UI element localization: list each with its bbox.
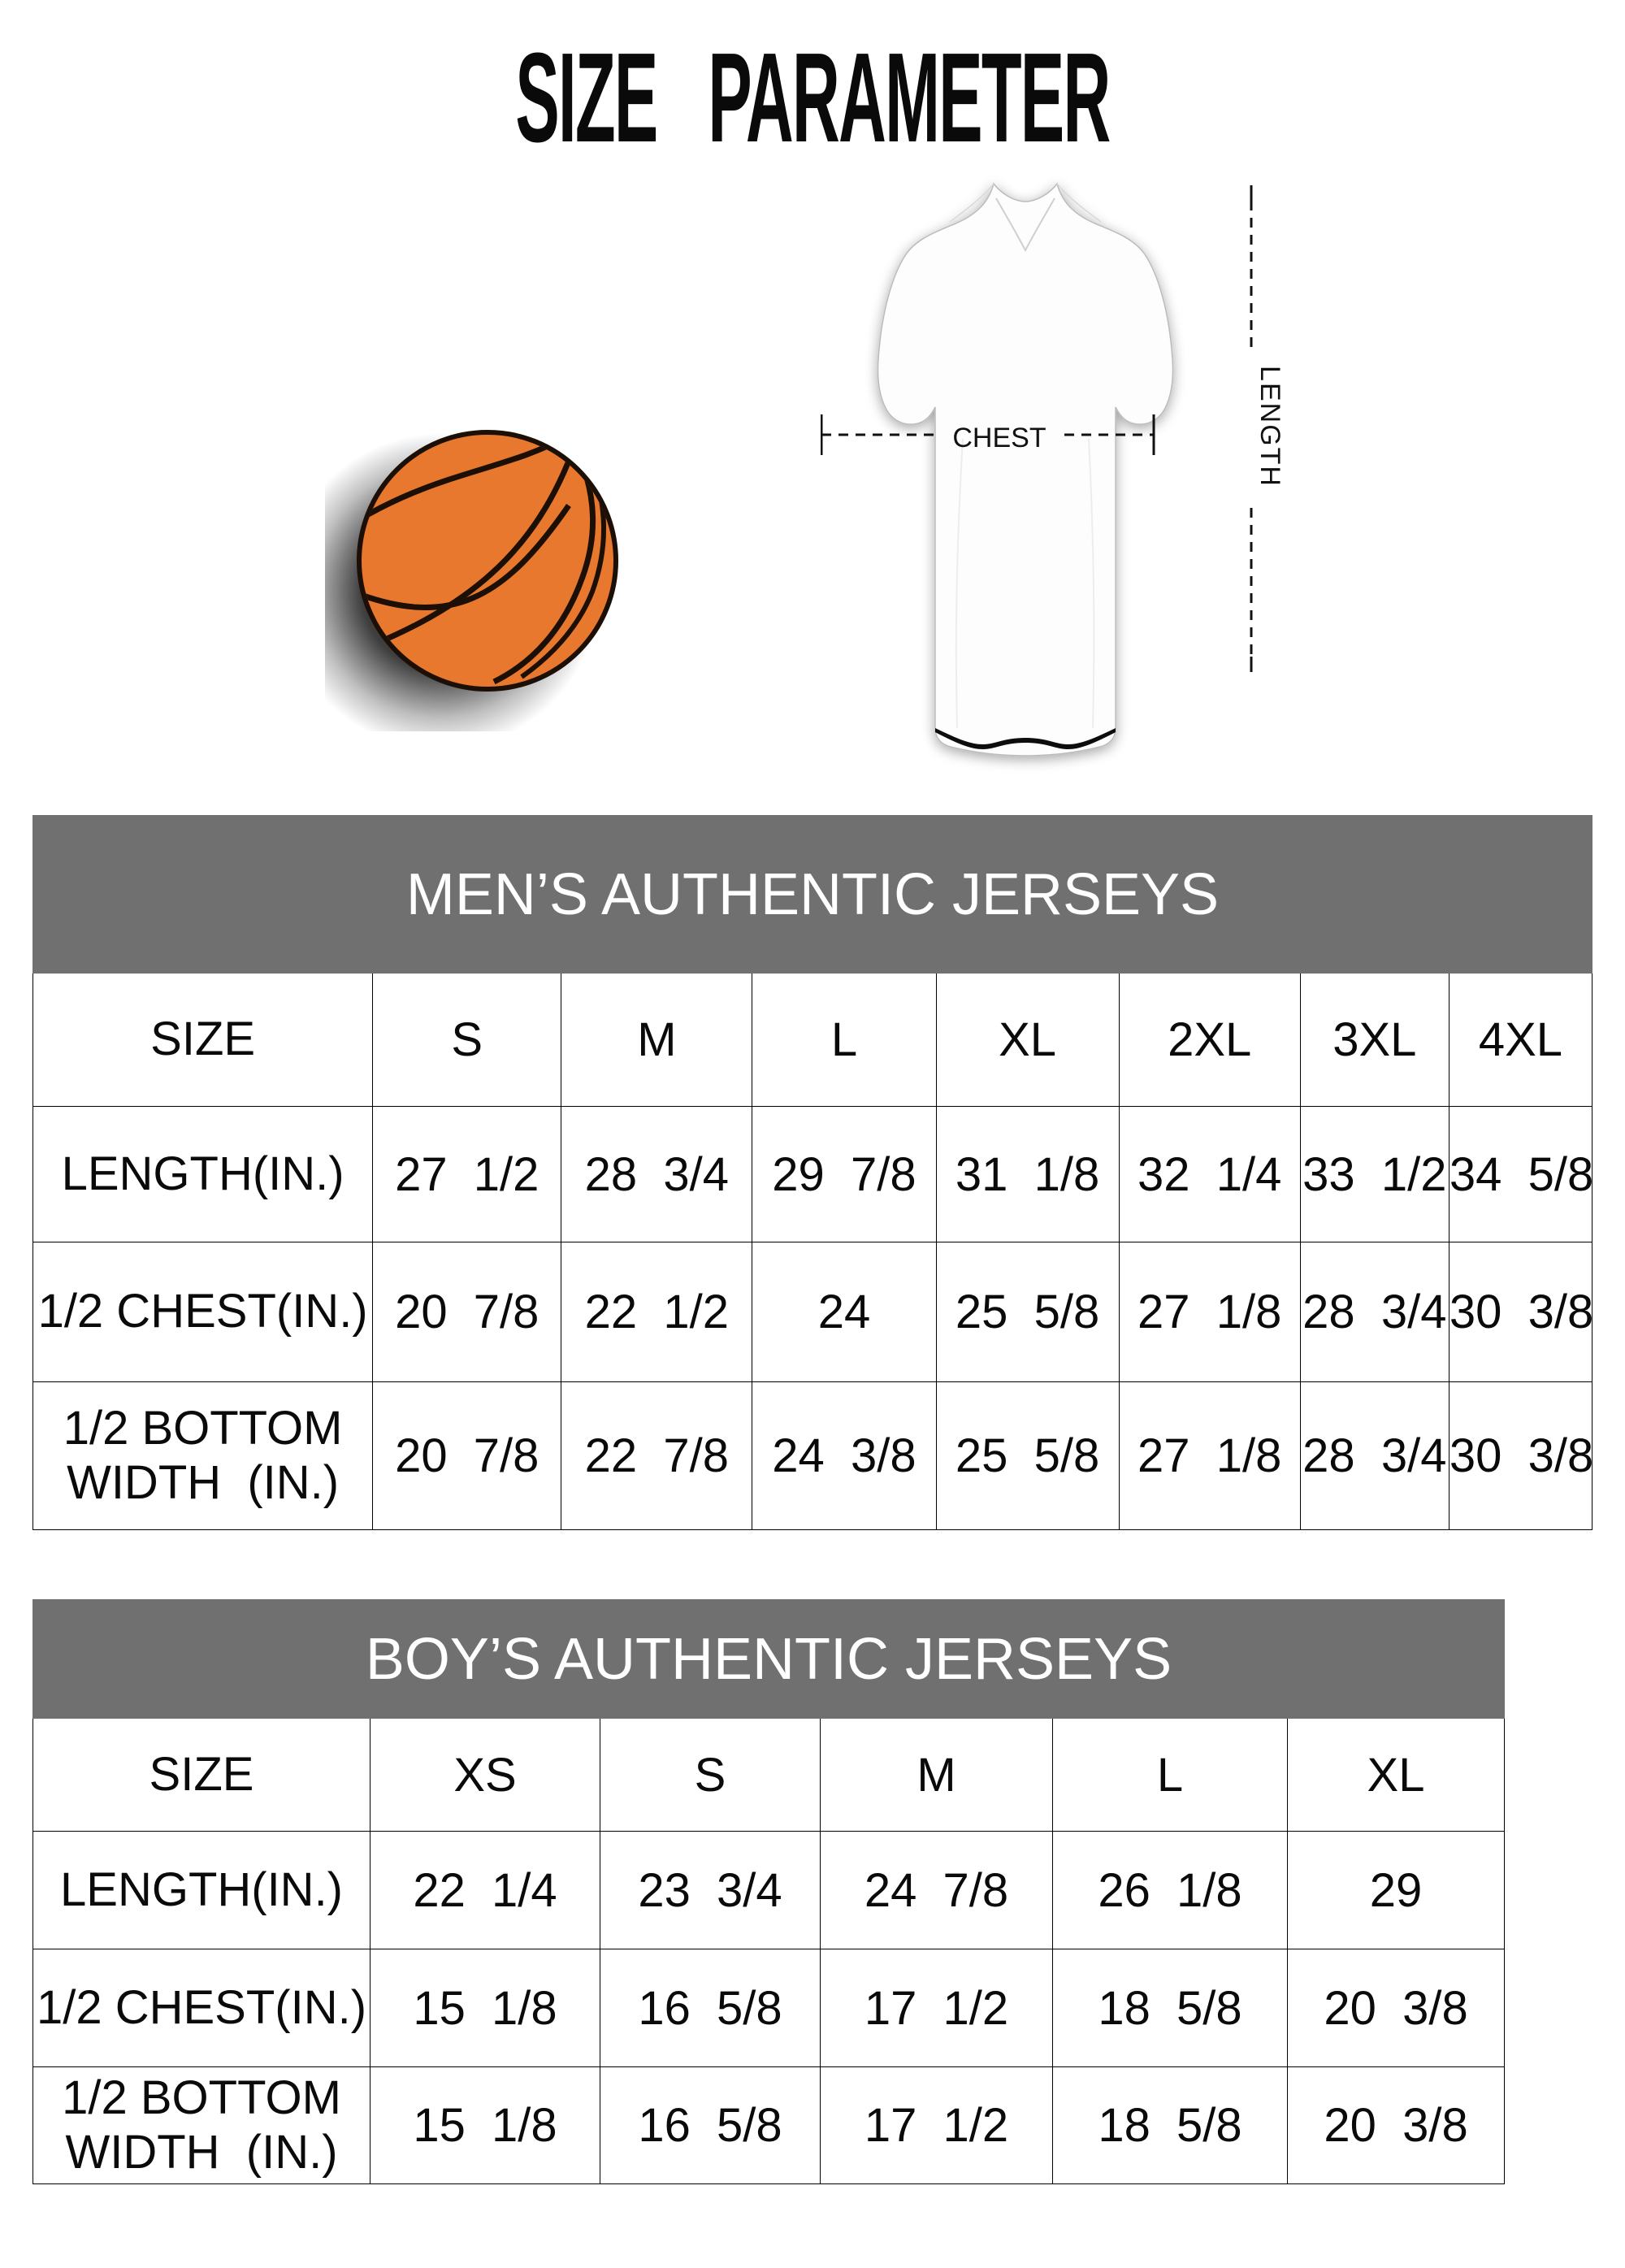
svg-text:LENGTH: LENGTH bbox=[1254, 366, 1285, 488]
svg-text:CHEST: CHEST bbox=[952, 423, 1046, 453]
